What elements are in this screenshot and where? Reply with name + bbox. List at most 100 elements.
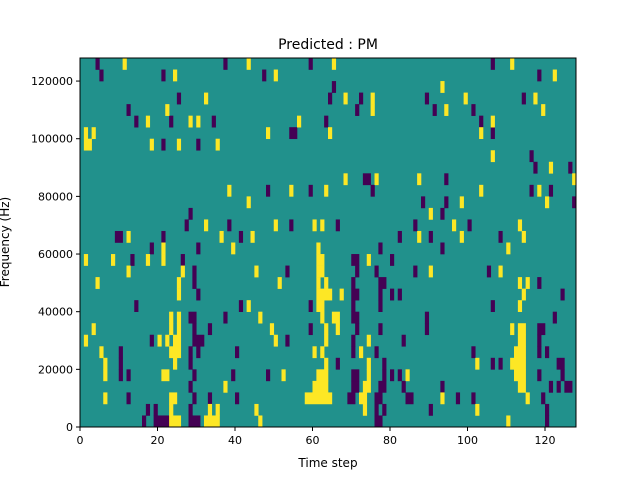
- heatmap-cell-high: [204, 219, 209, 232]
- heatmap-cell-low: [374, 403, 379, 416]
- heatmap-cell-high: [91, 323, 96, 336]
- heatmap-cell-high: [91, 127, 96, 140]
- heatmap-cell-high: [176, 277, 182, 289]
- heatmap-cell-low: [238, 230, 244, 243]
- heatmap-cell-high: [316, 254, 325, 266]
- heatmap-cell-high: [273, 334, 278, 347]
- heatmap-cell-high: [223, 380, 228, 393]
- heatmap-cell-high: [269, 323, 275, 336]
- heatmap-cell-high: [475, 357, 480, 370]
- heatmap-cell-low: [149, 334, 154, 347]
- heatmap-cell-low: [235, 346, 240, 359]
- heatmap-cell-low: [444, 173, 449, 186]
- heatmap-cell-low: [471, 346, 476, 359]
- heatmap-cells: [83, 58, 577, 428]
- heatmap-cell-high: [525, 392, 530, 405]
- heatmap-cell-high: [254, 265, 259, 278]
- heatmap-cell-low: [351, 346, 356, 359]
- heatmap-cell-high: [320, 346, 325, 359]
- heatmap-cell-high: [246, 196, 251, 209]
- heatmap-cell-low: [378, 323, 383, 336]
- heatmap-cell-high: [517, 300, 523, 312]
- heatmap-cell-low: [455, 392, 461, 405]
- heatmap-cell-high: [440, 392, 445, 405]
- heatmap-cell-high: [246, 300, 251, 312]
- heatmap-cell-high: [517, 380, 526, 393]
- heatmap-cell-low: [428, 230, 433, 243]
- heatmap-cell-high: [525, 277, 530, 289]
- heatmap-cell-low: [560, 288, 565, 301]
- heatmap-cell-low: [188, 207, 193, 220]
- heatmap-cell-low: [541, 392, 546, 405]
- heatmap-cell-low: [351, 380, 360, 393]
- heatmap-cell-high: [103, 369, 108, 382]
- heatmap-cell-high: [169, 415, 182, 428]
- heatmap-cell-low: [351, 334, 356, 347]
- heatmap-cell-low: [537, 346, 542, 359]
- heatmap-cell-high: [331, 58, 337, 70]
- heatmap-cell-low: [440, 207, 445, 220]
- heatmap-cell-high: [254, 403, 259, 416]
- heatmap-cell-high: [231, 242, 236, 255]
- heatmap-cell-low: [537, 277, 542, 289]
- heatmap-cell-high: [188, 115, 193, 128]
- heatmap-cell-high: [277, 277, 282, 289]
- heatmap-cell-high: [320, 219, 325, 232]
- heatmap-cell-low: [328, 92, 333, 105]
- heatmap-cell-low: [537, 69, 542, 82]
- x-axis: 0 20 40 60 80 100 120: [77, 427, 556, 447]
- heatmap-cell-low: [560, 369, 565, 382]
- heatmap-cell-high: [250, 230, 255, 243]
- heatmap-cell-high: [169, 323, 174, 336]
- heatmap-cell-low: [308, 300, 313, 312]
- y-tick-label: 40000: [38, 306, 73, 319]
- heatmap-cell-low: [374, 346, 379, 359]
- heatmap-cell-low: [424, 92, 430, 105]
- heatmap-cell-high: [324, 357, 329, 370]
- heatmap-cell-low: [188, 415, 201, 428]
- heatmap-cell-high: [366, 254, 371, 266]
- heatmap-cell-low: [413, 219, 418, 232]
- heatmap-cell-high: [173, 69, 178, 82]
- heatmap-cell-low: [161, 138, 166, 151]
- heatmap-cell-high: [463, 92, 468, 105]
- heatmap-cell-low: [378, 300, 383, 312]
- heatmap-cell-low: [498, 230, 503, 243]
- heatmap-cell-low: [490, 127, 495, 140]
- heatmap-cell-high: [145, 254, 151, 266]
- heatmap-cell-high: [99, 346, 104, 359]
- heatmap-cell-low: [548, 380, 554, 393]
- heatmap-cell-high: [312, 346, 317, 359]
- heatmap-cell-low: [479, 115, 484, 128]
- heatmap-cell-low: [355, 323, 360, 336]
- heatmap-cell-low: [390, 288, 395, 301]
- chart-title: Predicted : PM: [278, 37, 378, 53]
- heatmap-cell-low: [266, 184, 271, 197]
- heatmap-cell-high: [374, 173, 379, 186]
- heatmap-cell-low: [424, 311, 430, 324]
- heatmap-cell-high: [161, 369, 170, 382]
- heatmap-cell-low: [184, 219, 189, 232]
- heatmap-cell-low: [196, 346, 201, 359]
- heatmap-cell-high: [149, 138, 154, 151]
- heatmap-cell-high: [444, 104, 449, 116]
- heatmap-cell-low: [405, 392, 414, 405]
- heatmap-cell-low: [289, 127, 298, 140]
- heatmap-cell-low: [355, 265, 360, 278]
- heatmap-cell-low: [382, 357, 387, 370]
- y-tick-label: 0: [66, 421, 73, 434]
- x-tick-label: 0: [77, 434, 84, 447]
- heatmap-cell-low: [207, 392, 213, 405]
- heatmap-cell-high: [111, 254, 116, 266]
- heatmap-cell-low: [362, 173, 371, 186]
- heatmap-cell-high: [316, 369, 329, 382]
- heatmap-cell-high: [312, 380, 329, 393]
- y-axis-label: Frequency (Hz): [0, 197, 12, 288]
- heatmap-cell-high: [312, 219, 317, 232]
- heatmap-cell-high: [510, 58, 515, 70]
- heatmap-cell-high: [215, 138, 220, 151]
- heatmap-cell-low: [529, 150, 534, 163]
- heatmap-cell-high: [126, 230, 131, 243]
- heatmap-cell-high: [165, 104, 170, 116]
- heatmap-cell-low: [564, 380, 573, 393]
